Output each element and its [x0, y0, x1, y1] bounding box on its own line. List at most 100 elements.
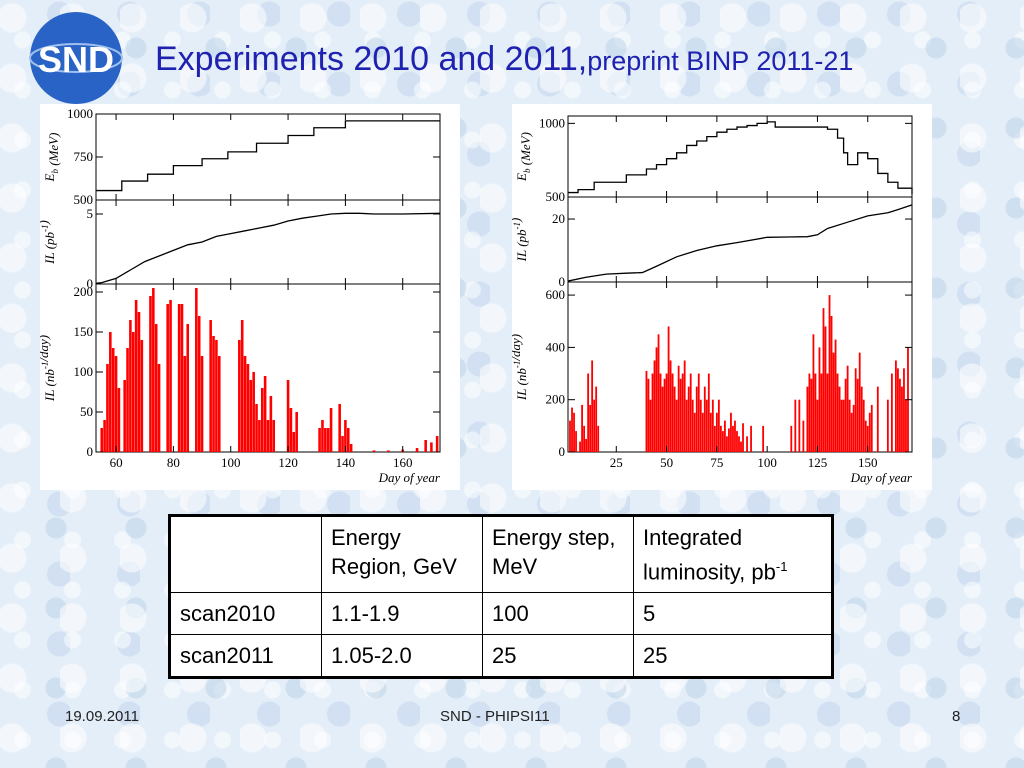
subplot-energy: 500 1000 Eb (MeV): [514, 115, 913, 204]
bar: [140, 340, 144, 452]
y-tick-label: 400: [546, 339, 566, 354]
bar: [738, 436, 740, 452]
bar: [318, 428, 321, 452]
table-cell: 25: [633, 634, 833, 679]
series-line: [96, 120, 440, 192]
bar: [329, 408, 333, 452]
bar: [695, 386, 698, 452]
bar: [846, 365, 849, 452]
bar: [195, 288, 198, 452]
bar: [137, 312, 141, 452]
table-cell: scan2010: [169, 592, 322, 636]
bar: [169, 300, 172, 452]
bar: [866, 425, 869, 452]
bar: [842, 399, 845, 452]
bar: [856, 378, 859, 452]
bar: [810, 378, 813, 452]
bar: [903, 368, 905, 452]
bar: [709, 412, 712, 452]
bar: [858, 352, 861, 452]
bar: [595, 386, 598, 452]
bar: [732, 425, 734, 452]
bar: [209, 320, 212, 452]
bar: [593, 399, 596, 452]
bar: [131, 332, 135, 452]
bar: [295, 412, 298, 452]
bar: [186, 324, 190, 452]
bar: [836, 373, 839, 452]
bar: [240, 320, 244, 452]
bar: [697, 373, 700, 452]
bar: [415, 448, 419, 452]
logo-ring: [29, 43, 123, 73]
table-header-row: Energy Region, GeV Energy step, MeV Inte…: [169, 514, 833, 594]
subplot-frame: [567, 115, 913, 198]
bar: [180, 304, 184, 452]
y-axis-label: IL (nb-1/day): [512, 334, 529, 401]
logo-disc: [30, 12, 122, 104]
subplot-frame: [95, 199, 441, 285]
bar: [269, 396, 273, 452]
bar: [790, 425, 793, 452]
chart-2010: 500 750 1000 Eb (MeV) 0 5 IL (pb-1) 0 50 100 150 20…: [40, 106, 441, 485]
bar: [123, 380, 126, 452]
subplot-integrated: 0 20 IL (pb-1): [512, 196, 913, 289]
bar: [693, 412, 696, 452]
x-axis-label: Day of year: [850, 470, 913, 485]
bar: [338, 404, 341, 452]
bar: [346, 428, 350, 452]
bar: [850, 412, 853, 452]
bar: [387, 450, 390, 452]
bar: [292, 432, 296, 452]
bar: [215, 340, 218, 452]
subplot-frame: [567, 196, 913, 283]
y-tick-label: 150: [74, 324, 94, 339]
bar: [575, 431, 577, 452]
bar: [649, 399, 652, 452]
y-axis-label: Eb (MeV): [514, 132, 533, 182]
y-tick-label: 500: [74, 192, 94, 207]
chart-panel-2010: 500 750 1000 Eb (MeV) 0 5 IL (pb-1) 0 50 100 150 20…: [40, 104, 460, 490]
bar: [701, 412, 704, 452]
bar: [862, 399, 865, 452]
y-axis-label: IL (pb-1): [40, 220, 57, 265]
bar: [581, 404, 583, 452]
bar: [726, 436, 728, 452]
footer-page-number: 8: [952, 708, 961, 725]
bar: [730, 412, 732, 452]
scan-table: Energy Region, GeV Energy step, MeV Inte…: [168, 514, 834, 680]
bar: [679, 378, 682, 452]
bar: [669, 360, 672, 452]
bar: [653, 360, 656, 452]
y-tick-label: 1000: [67, 106, 93, 121]
bar: [114, 356, 118, 452]
bar: [838, 386, 841, 452]
bar: [691, 399, 694, 452]
bar: [828, 295, 831, 452]
bar: [217, 356, 221, 452]
bar: [713, 425, 716, 452]
bar: [844, 378, 847, 452]
bar: [870, 404, 873, 452]
bar: [200, 356, 204, 452]
bar: [238, 340, 241, 452]
bar: [579, 441, 581, 452]
bar: [814, 373, 817, 452]
x-tick-label: 120: [278, 455, 298, 470]
bar: [177, 304, 181, 452]
x-tick-label: 60: [110, 455, 123, 470]
bar: [260, 388, 264, 452]
bar: [840, 399, 843, 452]
bar: [705, 399, 708, 452]
bar: [659, 373, 662, 452]
table-cell: scan2011: [169, 634, 322, 679]
bar: [372, 450, 376, 452]
bar: [719, 425, 722, 452]
bar: [673, 386, 676, 452]
bar: [683, 360, 686, 452]
bar: [905, 399, 907, 452]
y-tick-label: 0: [559, 274, 566, 289]
bar: [126, 348, 129, 452]
bar: [750, 425, 752, 452]
subplot-integrated: 0 5 IL (pb-1): [40, 199, 441, 291]
